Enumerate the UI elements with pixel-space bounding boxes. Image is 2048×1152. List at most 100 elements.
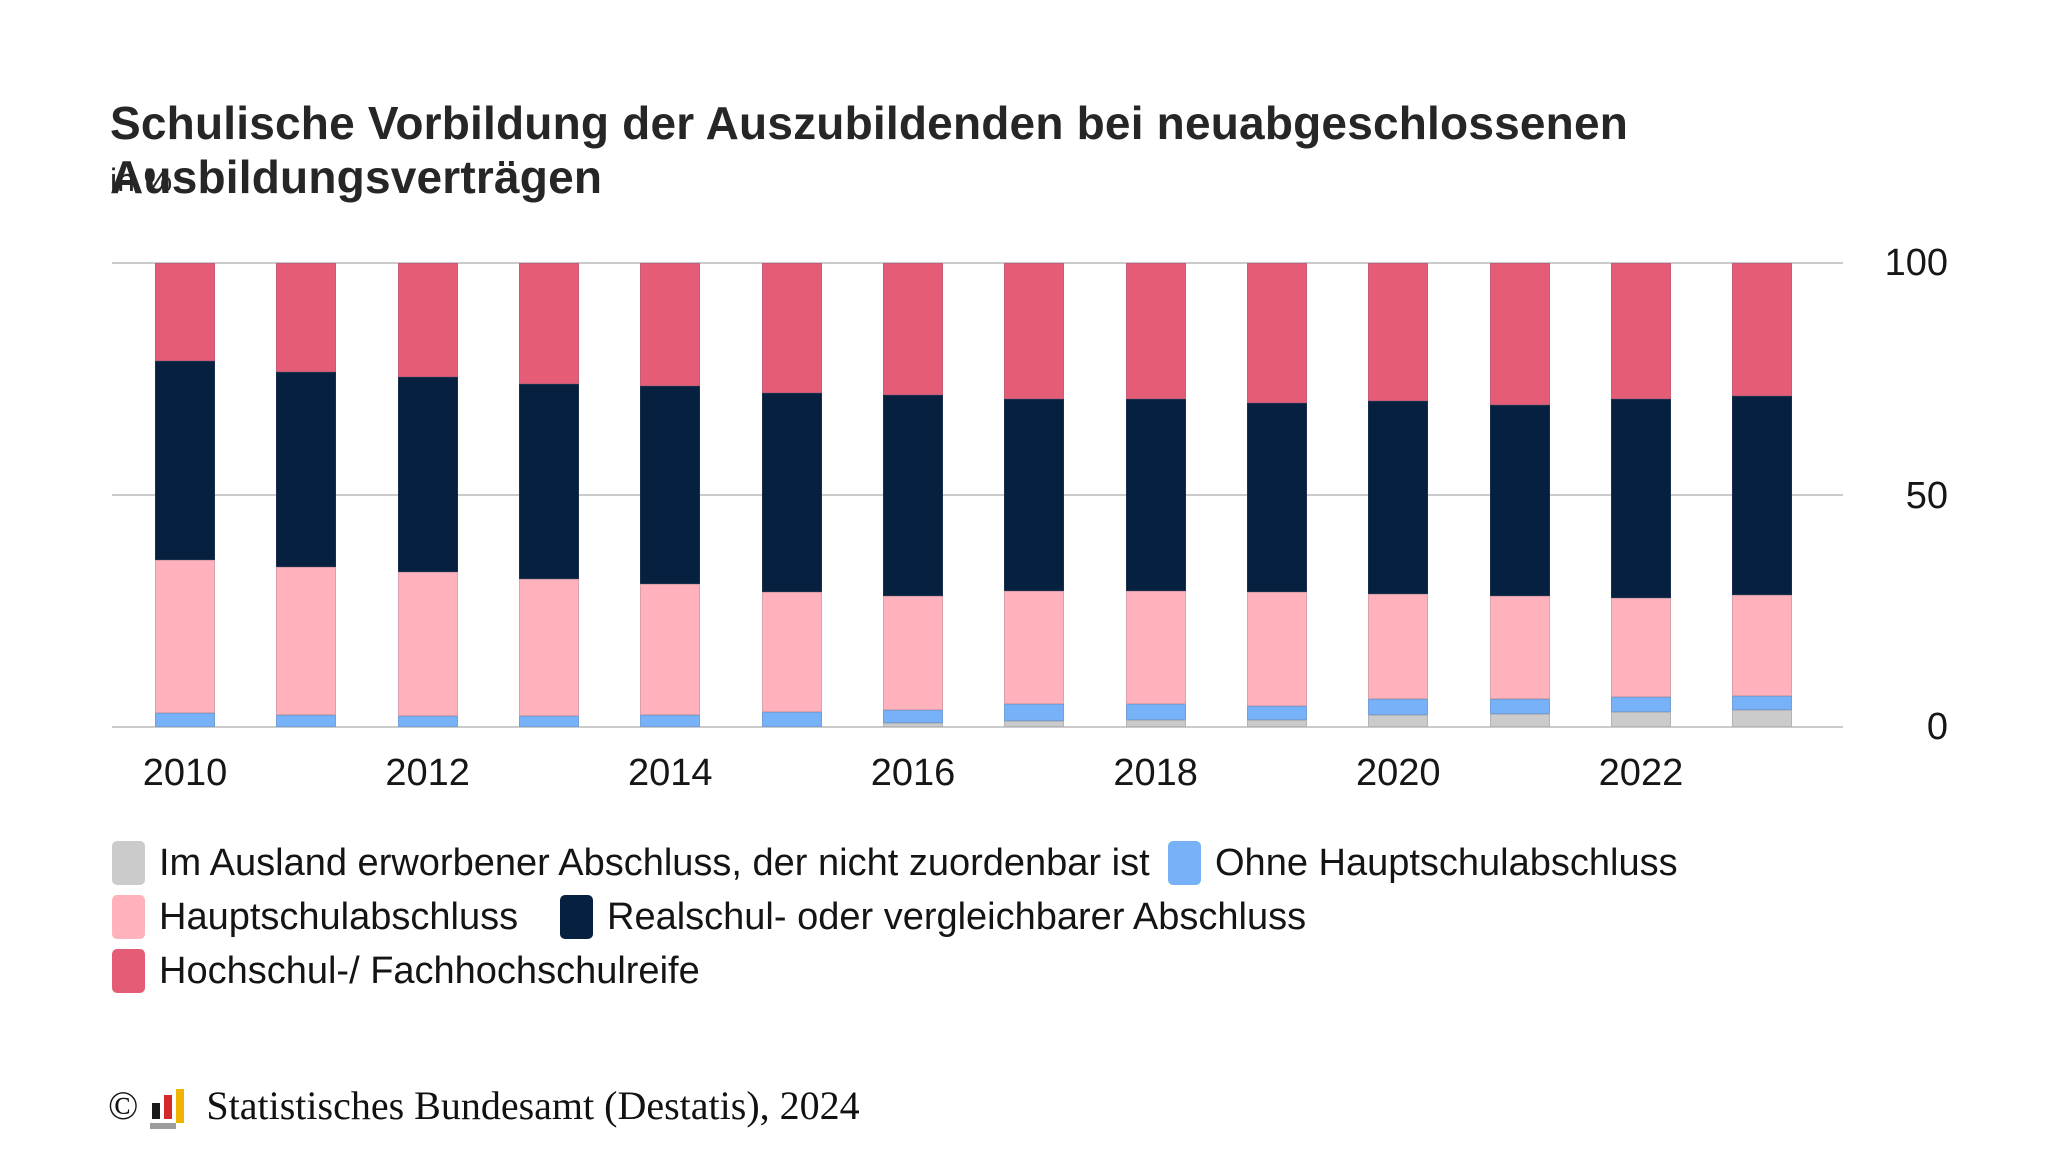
bar-2022 xyxy=(1610,263,1671,727)
x-axis-tick-2010: 2010 xyxy=(142,752,228,794)
bar-2012 xyxy=(397,263,458,727)
bar-2023 xyxy=(1732,263,1793,727)
x-axis-tick-2012: 2012 xyxy=(385,752,470,794)
segment-2019 xyxy=(1246,263,1307,403)
x-axis-tick-2018: 2018 xyxy=(1113,752,1198,794)
segment-2015 xyxy=(761,712,822,727)
segment-2020 xyxy=(1368,263,1429,402)
segment-2010 xyxy=(155,360,215,561)
segment-2015 xyxy=(761,263,822,393)
legend-item: Hauptschulabschluss xyxy=(112,894,518,940)
legend-item: Realschul- oder vergleichbarer Abschluss xyxy=(560,894,1306,940)
segment-2023 xyxy=(1732,395,1793,595)
segment-2022 xyxy=(1610,598,1671,698)
y-axis-tick-50: 50 xyxy=(1905,475,1948,517)
segment-2012 xyxy=(397,715,458,727)
segment-2016 xyxy=(882,394,943,597)
legend-label: Realschul- oder vergleichbarer Abschluss xyxy=(607,895,1307,938)
segment-2023 xyxy=(1732,263,1793,396)
segment-2019 xyxy=(1246,720,1307,727)
segment-2013 xyxy=(518,263,579,385)
segment-2012 xyxy=(397,263,458,378)
y-axis-tick-100: 100 xyxy=(1884,242,1948,284)
segment-2020 xyxy=(1368,699,1429,716)
segment-2022 xyxy=(1610,263,1671,400)
chart-unit-label: in % xyxy=(110,162,173,198)
segment-2012 xyxy=(397,377,458,573)
legend-swatch xyxy=(112,841,145,885)
segment-2023 xyxy=(1732,709,1793,727)
segment-2017 xyxy=(1004,591,1065,705)
bar-2017 xyxy=(1004,263,1065,727)
segment-2017 xyxy=(1004,721,1065,727)
legend-label: Im Ausland erworbener Abschluss, der nic… xyxy=(159,841,1150,884)
segment-2019 xyxy=(1246,402,1307,592)
x-axis-tick-2020: 2020 xyxy=(1356,752,1441,794)
segment-2017 xyxy=(1004,263,1065,399)
segment-2016 xyxy=(882,596,943,711)
segment-2014 xyxy=(640,584,701,715)
bar-2020 xyxy=(1368,263,1429,727)
segment-2018 xyxy=(1125,703,1186,721)
segment-2022 xyxy=(1610,712,1671,727)
bar-2014 xyxy=(640,263,701,727)
segment-2018 xyxy=(1125,398,1186,592)
legend-swatch xyxy=(112,895,145,939)
segment-2021 xyxy=(1489,596,1550,700)
segment-2018 xyxy=(1125,591,1186,704)
segment-2021 xyxy=(1489,405,1550,597)
segment-2012 xyxy=(397,572,458,716)
legend-label: Hauptschulabschluss xyxy=(159,895,519,938)
gridline-50 xyxy=(112,494,1843,496)
bar-2019 xyxy=(1246,263,1307,727)
bar-2016 xyxy=(882,263,943,727)
segment-2021 xyxy=(1489,714,1550,727)
bar-2013 xyxy=(518,263,579,727)
source-footer: © Statistisches Bundesamt (Destatis), 20… xyxy=(108,1082,860,1129)
legend-item: Hochschul-/ Fachhochschulreife xyxy=(112,948,700,994)
segment-2021 xyxy=(1489,263,1550,406)
segment-2016 xyxy=(882,710,943,724)
segment-2015 xyxy=(761,591,822,713)
segment-2018 xyxy=(1125,720,1186,727)
segment-2023 xyxy=(1732,695,1793,710)
segment-2011 xyxy=(276,371,337,568)
legend-label: Ohne Hauptschulabschluss xyxy=(1215,841,1678,884)
segment-2010 xyxy=(155,263,215,361)
segment-2015 xyxy=(761,392,822,592)
segment-2011 xyxy=(276,263,337,372)
segment-2010 xyxy=(155,713,215,727)
page-title: Schulische Vorbildung der Auszubildenden… xyxy=(110,97,1629,203)
segment-2014 xyxy=(640,263,701,386)
gridline-baseline xyxy=(112,726,1843,728)
segment-2014 xyxy=(640,714,701,727)
plot-area xyxy=(112,262,1843,728)
segment-2018 xyxy=(1125,263,1186,399)
source-text: Statistisches Bundesamt (Destatis), 2024 xyxy=(206,1083,860,1128)
legend-item: Ohne Hauptschulabschluss xyxy=(1168,840,1678,886)
segment-2016 xyxy=(882,723,943,727)
gridline-100 xyxy=(112,262,1843,264)
legend-swatch xyxy=(112,949,145,993)
legend-swatch xyxy=(1168,841,1201,885)
segment-2020 xyxy=(1368,401,1429,595)
segment-2017 xyxy=(1004,398,1065,592)
segment-2020 xyxy=(1368,594,1429,700)
copyright-symbol: © xyxy=(108,1083,139,1128)
segment-2022 xyxy=(1610,399,1671,599)
x-axis-tick-2014: 2014 xyxy=(628,752,713,794)
segment-2022 xyxy=(1610,697,1671,713)
x-axis-tick-2022: 2022 xyxy=(1598,752,1684,794)
legend-item: Im Ausland erworbener Abschluss, der nic… xyxy=(112,840,1150,886)
legend-swatch xyxy=(560,895,593,939)
segment-2020 xyxy=(1368,715,1429,727)
y-axis-tick-0: 0 xyxy=(1926,706,1948,748)
x-axis-tick-2016: 2016 xyxy=(870,752,956,794)
segment-2013 xyxy=(518,384,579,579)
bar-2018 xyxy=(1125,263,1186,727)
segment-2021 xyxy=(1489,699,1550,715)
segment-2014 xyxy=(640,385,701,585)
segment-2019 xyxy=(1246,591,1307,706)
segment-2010 xyxy=(155,560,215,714)
